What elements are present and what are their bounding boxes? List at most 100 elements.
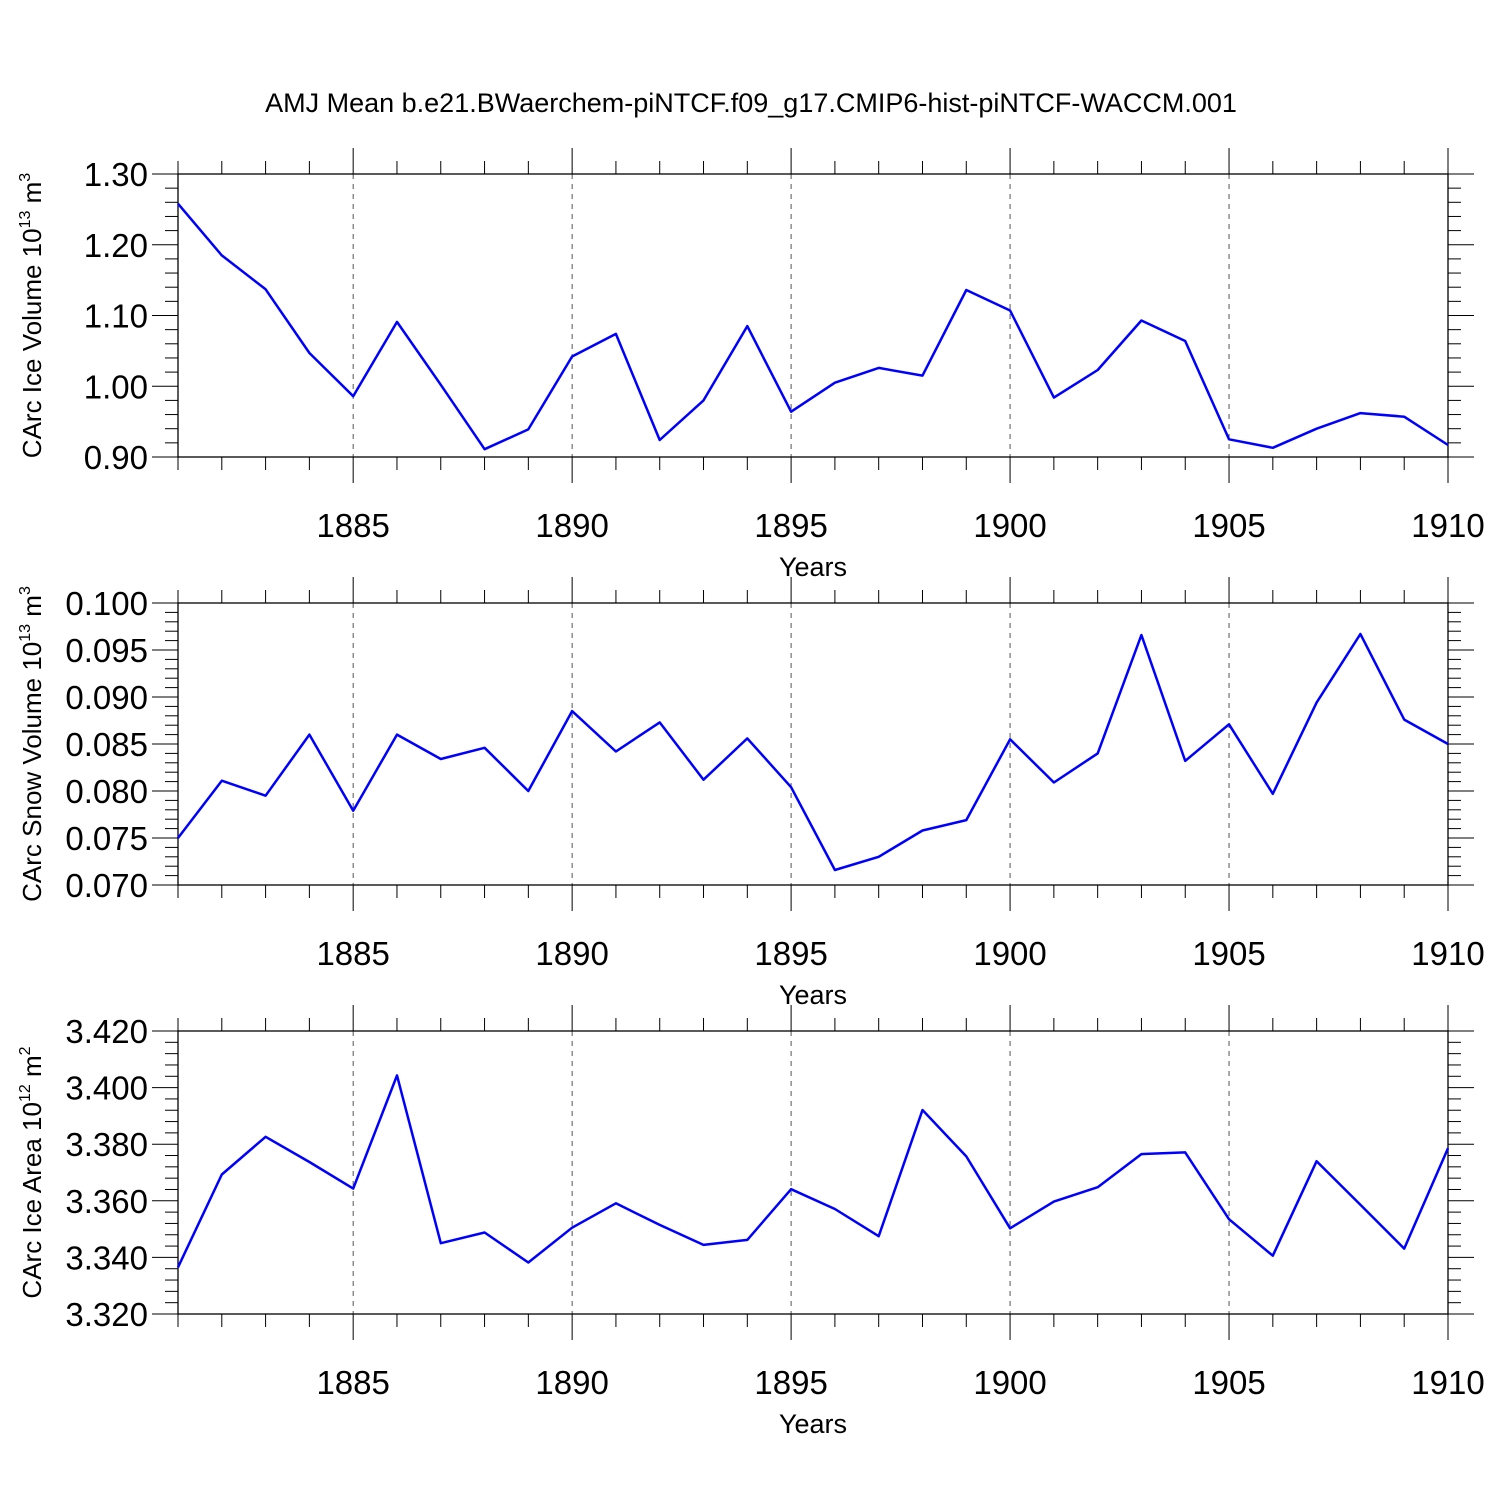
snow-volume-ytick-label: 0.095 (65, 632, 148, 669)
ice-area-data-point (615, 1202, 617, 1204)
ice-volume-data-point (659, 439, 661, 441)
ice-volume-ylabel-unit: m (17, 182, 47, 211)
snow-volume-ytick-label: 0.100 (65, 585, 148, 622)
snow-volume-data-point (1315, 701, 1317, 703)
ice-volume-ylabel-exp: 13 (17, 211, 34, 229)
ice-volume-data-point (527, 428, 529, 430)
ice-volume-data-point (1009, 309, 1011, 311)
ice-area-data-point (659, 1224, 661, 1226)
snow-volume-ytick-label: 0.070 (65, 867, 148, 904)
ice-volume-data-point (1053, 396, 1055, 398)
ice-area-xtick-label: 1905 (1192, 1364, 1265, 1401)
snow-volume-data-point (352, 810, 354, 812)
ice-area-data-point (1403, 1247, 1405, 1249)
snow-volume-xtick-label: 1885 (316, 935, 389, 972)
ice-volume-xtick-label: 1885 (316, 507, 389, 544)
snow-volume-data-point (834, 869, 836, 871)
ice-area-data-point (834, 1208, 836, 1210)
ice-volume-xtick-label: 1900 (973, 507, 1046, 544)
ice-area-ytick-label: 3.320 (65, 1296, 148, 1333)
ice-area-data-point (1359, 1204, 1361, 1206)
snow-volume-data-point (921, 829, 923, 831)
snow-volume-series-line (177, 632, 1449, 872)
snow-volume-data-point (965, 819, 967, 821)
snow-volume-ytick-label: 0.090 (65, 679, 148, 716)
ice-area-ylabel-unit-exp: 2 (17, 1046, 34, 1055)
ice-volume-data-point (483, 448, 485, 450)
ice-area-ylabel: CArc Ice Area 1012 m2 (17, 1046, 47, 1298)
ice-volume-ytick-label: 1.10 (84, 298, 148, 335)
snow-volume-data-point (527, 790, 529, 792)
ice-volume-data-point (877, 367, 879, 369)
snow-volume-data-point (483, 747, 485, 749)
ice-area-data-point (396, 1074, 398, 1076)
ice-volume-ylabel: CArc Ice Volume 1013 m3 (17, 173, 47, 458)
ice-area-xtick-label: 1910 (1411, 1364, 1484, 1401)
ice-volume-xtick-label: 1905 (1192, 507, 1265, 544)
snow-volume-data-point (177, 837, 179, 839)
snow-volume-data-point (308, 733, 310, 735)
ice-area-xtick-label: 1890 (535, 1364, 608, 1401)
ice-volume-data-point (1184, 340, 1186, 342)
ice-volume-data-point (264, 288, 266, 290)
ice-volume-data-point (308, 352, 310, 354)
snow-volume-data-point (1140, 634, 1142, 636)
snow-volume-data-point (440, 758, 442, 760)
ice-area-data-point (1447, 1147, 1449, 1149)
snow-volume-data-point (746, 737, 748, 739)
snow-volume-data-point (1359, 633, 1361, 635)
chart-title: AMJ Mean b.e21.BWaerchem-piNTCF.f09_g17.… (265, 88, 1237, 118)
snow-volume-xtick-label: 1900 (973, 935, 1046, 972)
ice-volume-ytick-label: 1.30 (84, 156, 148, 193)
snow-volume-data-point (1184, 760, 1186, 762)
snow-volume-ytick-label: 0.085 (65, 726, 148, 763)
snow-volume-data-point (1009, 738, 1011, 740)
ice-volume-data-point (1140, 319, 1142, 321)
ice-volume-data-point (1228, 438, 1230, 440)
ice-area-data-point (1096, 1186, 1098, 1188)
snow-volume-data-point (790, 786, 792, 788)
ice-volume-xtick-label: 1910 (1411, 507, 1484, 544)
ice-area-ytick-label: 3.420 (65, 1013, 148, 1050)
ice-volume-data-point (1315, 428, 1317, 430)
ice-area-data-point (527, 1261, 529, 1263)
ice-area-data-point (877, 1235, 879, 1237)
snow-volume-panel: 0.070 0.075 0.080 0.085 0.090 0.095 0.100 1885 1… (17, 577, 1485, 1010)
ice-area-ytick-label: 3.400 (65, 1070, 148, 1107)
ice-area-ytick-label: 3.360 (65, 1183, 148, 1220)
ice-area-data-point (264, 1136, 266, 1138)
ice-area-data-point (308, 1161, 310, 1163)
snow-volume-data-point (615, 750, 617, 752)
ice-area-xtick-label: 1900 (973, 1364, 1046, 1401)
snow-volume-ylabel-exp: 13 (17, 624, 34, 642)
ice-area-data-point (1009, 1227, 1011, 1229)
ice-volume-data-point (615, 333, 617, 335)
ice-area-data-point (702, 1244, 704, 1246)
snow-volume-data-point (877, 856, 879, 858)
ice-area-data-point (1184, 1151, 1186, 1153)
ice-volume-data-point (396, 321, 398, 323)
ice-area-data-point (1272, 1255, 1274, 1257)
ice-volume-ytick-label: 0.90 (84, 439, 148, 476)
ice-volume-data-point (1403, 415, 1405, 417)
snow-volume-xtick-label: 1895 (754, 935, 827, 972)
ice-area-data-point (1315, 1160, 1317, 1162)
ice-area-ylabel-text: CArc Ice Area 10 (17, 1102, 47, 1299)
ice-volume-xlabel: Years (779, 552, 847, 582)
ice-volume-series-line (177, 202, 1449, 451)
snow-volume-xtick-label: 1890 (535, 935, 608, 972)
snow-volume-data-point (702, 779, 704, 781)
snow-volume-ytick-label: 0.075 (65, 820, 148, 857)
ice-volume-data-point (746, 325, 748, 327)
ice-volume-data-point (1447, 444, 1449, 446)
snow-volume-data-point (1403, 718, 1405, 720)
ice-area-frame (177, 1030, 1449, 1315)
ice-volume-data-point (1096, 369, 1098, 371)
snow-volume-data-point (1228, 723, 1230, 725)
ice-volume-data-point (352, 395, 354, 397)
snow-volume-xtick-label: 1910 (1411, 935, 1484, 972)
ice-volume-data-point (571, 355, 573, 357)
snow-volume-xlabel: Years (779, 980, 847, 1010)
ice-area-data-point (746, 1239, 748, 1241)
